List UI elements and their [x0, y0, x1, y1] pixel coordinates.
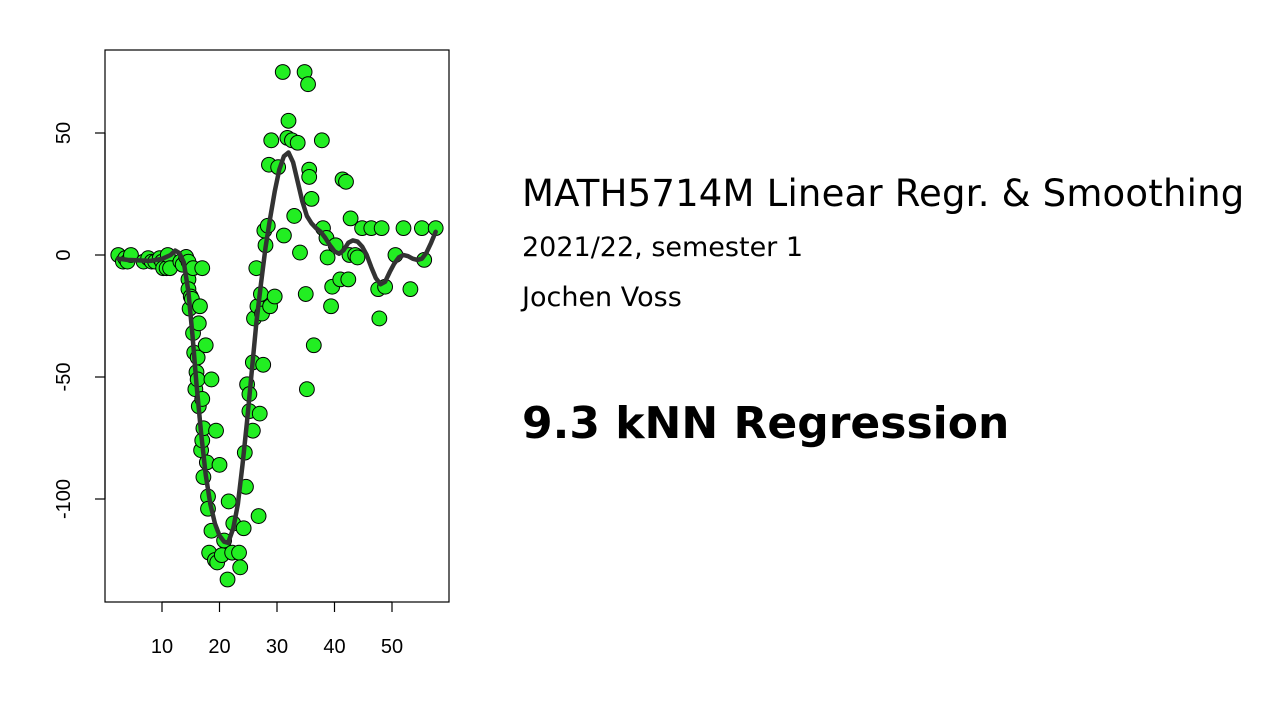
- y-tick-label: -50: [53, 363, 75, 392]
- data-point: [192, 298, 208, 315]
- data-point: [319, 249, 336, 266]
- data-point: [251, 405, 268, 422]
- x-tick-label: 10: [151, 636, 173, 658]
- data-point: [305, 337, 322, 354]
- data-point: [300, 76, 316, 93]
- data-point: [323, 298, 339, 315]
- data-point: [340, 271, 357, 288]
- data-point: [338, 173, 354, 190]
- data-point: [266, 288, 283, 305]
- term-label: 2021/22, semester 1: [522, 232, 804, 263]
- data-point: [313, 132, 330, 149]
- y-tick-label: 0: [53, 249, 75, 260]
- y-tick-label: 50: [53, 122, 75, 144]
- knn-regression-curve: [116, 150, 438, 546]
- data-point: [297, 286, 314, 302]
- data-point: [303, 190, 320, 207]
- knn-scatter-plot: 10 20 30 40 50 50 0 -50 -100: [53, 49, 450, 658]
- section-title: 9.3 kNN Regression: [522, 398, 1010, 449]
- data-point: [197, 337, 214, 354]
- data-point: [301, 169, 318, 185]
- x-tick-label: 50: [381, 636, 403, 658]
- data-point: [220, 493, 237, 510]
- data-point: [263, 132, 280, 149]
- data-point: [276, 227, 292, 244]
- data-point: [402, 281, 419, 298]
- data-point: [232, 559, 249, 576]
- data-point: [219, 571, 236, 588]
- data-point: [280, 112, 297, 129]
- course-title: MATH5714M Linear Regr. & Smoothing: [522, 172, 1245, 215]
- data-point: [250, 508, 267, 524]
- data-point: [373, 220, 390, 237]
- data-point: [235, 520, 252, 537]
- x-tick-label: 20: [208, 636, 230, 658]
- plot-frame: [104, 49, 450, 603]
- data-point: [211, 456, 228, 473]
- data-point: [274, 64, 291, 80]
- data-point: [342, 210, 359, 227]
- data-point: [286, 208, 303, 224]
- data-point: [208, 422, 224, 439]
- data-point: [255, 356, 272, 373]
- data-point: [194, 260, 211, 277]
- x-tick-label: 30: [266, 636, 288, 658]
- x-tick-label: 40: [323, 636, 345, 658]
- data-point: [349, 249, 366, 266]
- data-point: [289, 134, 306, 151]
- data-point: [414, 220, 430, 237]
- data-point: [395, 220, 412, 237]
- data-point: [292, 244, 308, 261]
- data-point: [203, 371, 220, 388]
- data-point: [299, 381, 315, 398]
- author-name: Jochen Voss: [522, 282, 682, 313]
- data-point: [231, 544, 247, 561]
- data-point: [371, 310, 388, 327]
- y-tick-label: -100: [53, 479, 75, 519]
